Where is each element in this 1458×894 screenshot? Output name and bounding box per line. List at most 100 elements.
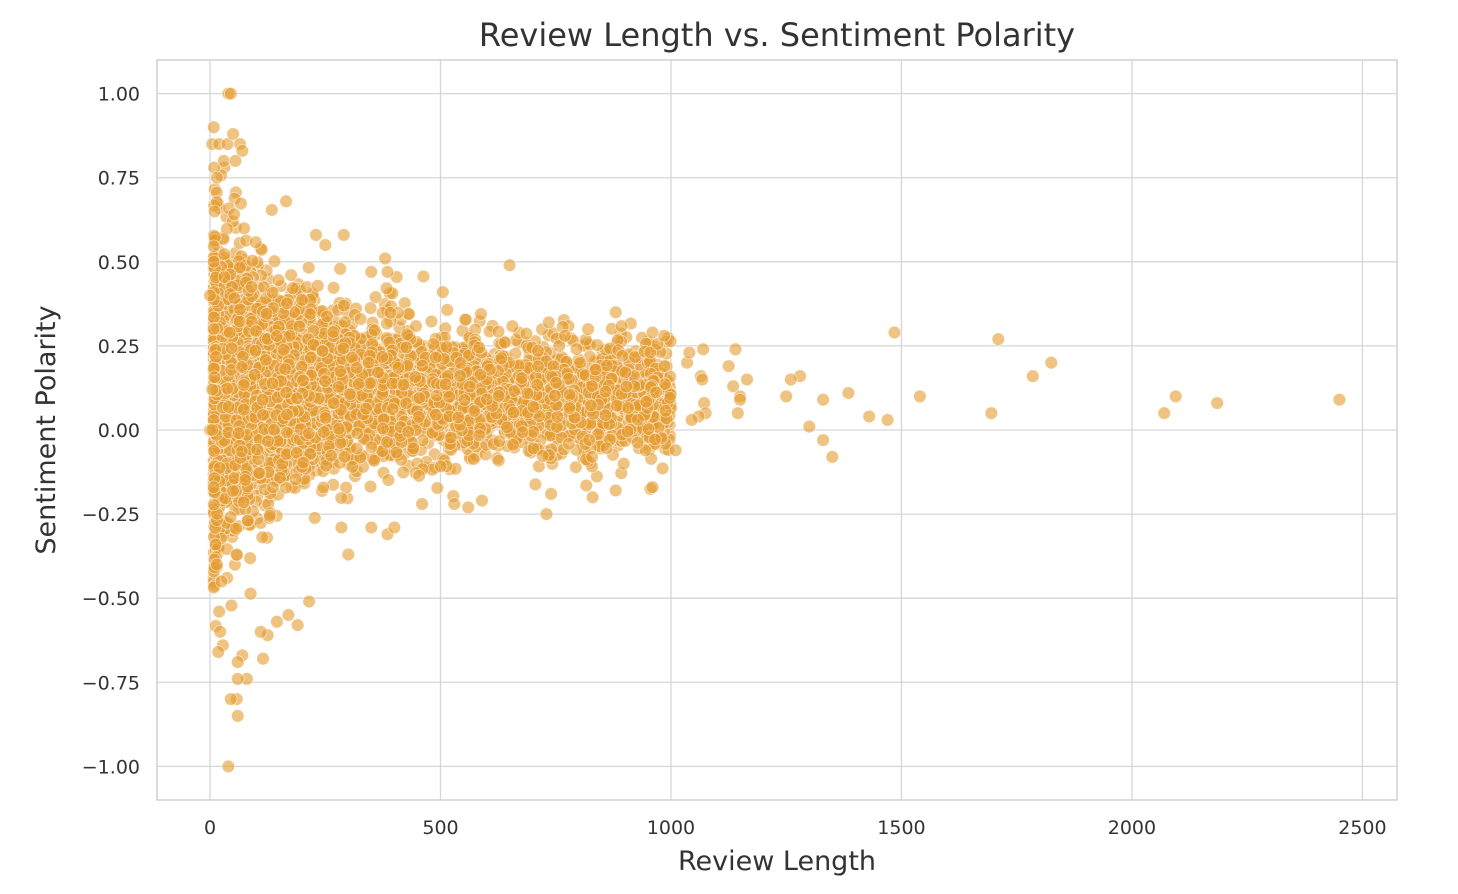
cluster-point [440, 340, 454, 354]
cluster-point [315, 344, 330, 358]
cluster-point [265, 203, 279, 217]
cluster-point [256, 408, 270, 422]
cluster-point [467, 404, 482, 418]
cluster-point [248, 235, 263, 250]
cluster-point [402, 307, 416, 321]
cluster-point [614, 319, 629, 333]
cluster-point [406, 441, 421, 456]
cluster-point [648, 432, 662, 447]
cluster-point [494, 351, 509, 365]
cluster-point [415, 359, 430, 373]
cluster-point [248, 344, 263, 358]
cluster-point [426, 337, 441, 351]
data-points [203, 86, 1347, 774]
cluster-point [245, 254, 260, 268]
cluster-point [649, 385, 663, 400]
cluster-point [345, 460, 360, 474]
cluster-point [430, 388, 444, 403]
cluster-point [506, 438, 520, 452]
cluster-point [231, 426, 246, 440]
cluster-point [562, 388, 577, 402]
cluster-point [333, 364, 348, 378]
cluster-point [515, 425, 530, 439]
cluster-point [318, 411, 333, 425]
cluster-point [302, 426, 316, 441]
cluster-point [267, 423, 281, 437]
cluster-point [217, 247, 232, 261]
cluster-point [206, 322, 221, 336]
cluster-point [610, 399, 624, 413]
cluster-point [549, 376, 563, 390]
cluster-point [617, 457, 631, 471]
cluster-point [453, 369, 467, 383]
cluster-point [429, 408, 443, 422]
cluster-point [220, 381, 234, 396]
cluster-point [326, 325, 341, 339]
cluster-point [620, 424, 635, 439]
cluster-point [227, 207, 241, 222]
cluster-point [280, 407, 294, 422]
cluster-point [526, 400, 541, 414]
cluster-point [209, 350, 223, 364]
cluster-point [536, 449, 550, 463]
cluster-point [409, 319, 423, 333]
cluster-point [599, 441, 614, 455]
cluster-point [396, 465, 410, 480]
cluster-point [350, 441, 364, 456]
cluster-point [458, 313, 473, 327]
cluster-point [371, 365, 385, 380]
cluster-point [235, 360, 249, 374]
cluster-point [234, 196, 248, 211]
cluster-point [353, 312, 368, 326]
cluster-point [506, 405, 521, 420]
cluster-point [364, 440, 379, 455]
cluster-point [326, 281, 341, 295]
cluster-point [286, 281, 300, 295]
cluster-point [424, 314, 439, 329]
cluster-point [249, 324, 263, 338]
cluster-point [467, 452, 481, 466]
cluster-point [252, 466, 266, 480]
cluster-point [236, 378, 251, 392]
cluster-point [363, 479, 378, 494]
cluster-point [232, 314, 247, 329]
cluster-point [316, 480, 331, 495]
cluster-point [337, 298, 351, 313]
cluster-point [463, 379, 477, 394]
cluster-point [367, 454, 381, 468]
cluster-point [457, 393, 472, 407]
cluster-point [207, 497, 221, 512]
cluster-point [233, 302, 247, 317]
cluster-point [639, 395, 653, 409]
cluster-point [659, 404, 673, 418]
cluster-point [238, 473, 253, 487]
cluster-point [655, 461, 670, 476]
cluster-point [399, 396, 413, 410]
cluster-point [207, 444, 221, 458]
cluster-point [280, 296, 294, 311]
cluster-point [631, 413, 645, 427]
cluster-point [243, 551, 257, 565]
cluster-point [569, 342, 584, 356]
cluster-point [416, 269, 431, 284]
cluster-point [528, 477, 543, 492]
cluster-point [520, 386, 535, 401]
cluster-point [267, 254, 282, 268]
cluster-point [440, 303, 454, 317]
cluster-point [359, 402, 373, 416]
cluster-point [230, 547, 244, 562]
cluster-point [250, 442, 264, 457]
cluster-point [492, 453, 506, 468]
cluster-point [350, 426, 365, 441]
cluster-point [207, 239, 221, 254]
cluster-point [619, 379, 634, 394]
cluster-point [584, 398, 598, 413]
cluster-point [261, 434, 275, 449]
cluster-point [318, 374, 332, 388]
cluster-point [363, 301, 378, 315]
cluster-point [333, 262, 347, 276]
cluster-point [472, 341, 486, 355]
cluster-point [588, 362, 603, 377]
cluster-point [271, 273, 286, 287]
